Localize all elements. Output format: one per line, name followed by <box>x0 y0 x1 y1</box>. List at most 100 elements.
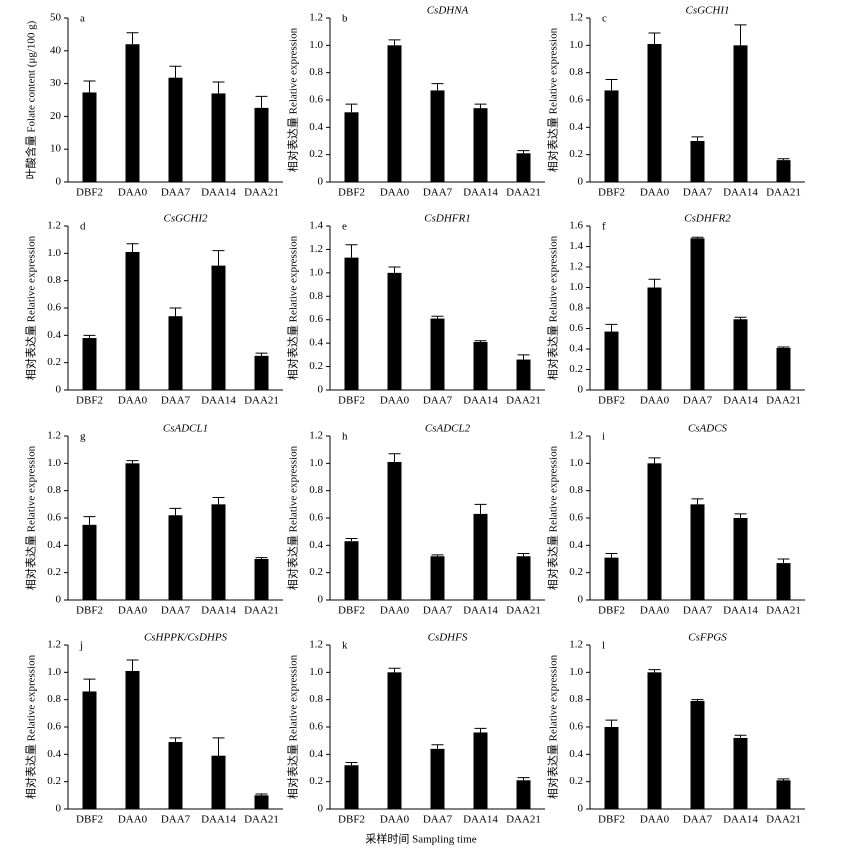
panel: 0 0.2 0.4 0.6 0.8 1.0 1.2 d CsGCHI2 相对表达量 Relativ… <box>24 213 283 407</box>
y-tick-label: 0.6 <box>47 721 61 733</box>
error-bar <box>345 103 358 113</box>
y-tick-label: 0.6 <box>309 94 323 106</box>
y-tick-label: 1.2 <box>47 639 61 651</box>
x-tick-label: DAA14 <box>463 605 498 617</box>
bar <box>125 251 140 390</box>
error-bar <box>126 32 139 45</box>
error-bar <box>777 346 790 348</box>
y-tick-label: 0.4 <box>47 748 61 760</box>
bar <box>344 541 359 600</box>
y-tick-label: 0 <box>578 176 584 188</box>
y-tick-label: 0.8 <box>569 66 583 78</box>
error-bar <box>388 39 401 46</box>
y-tick-label: 0.6 <box>569 94 583 106</box>
panel-label: g <box>80 431 86 443</box>
panel: 0 0.2 0.4 0.6 0.8 1.0 1.2 1.4 1.6 f CsDHFR2 相对表达量 R… <box>546 213 805 407</box>
y-tick-label: 0 <box>578 594 584 606</box>
x-tick-label: DAA14 <box>723 395 758 407</box>
panel-title: CsDHFR1 <box>424 213 470 225</box>
bar <box>690 238 705 390</box>
bar <box>516 359 531 390</box>
y-tick-label: 0.8 <box>309 693 323 705</box>
y-tick-label: 0.6 <box>47 302 61 314</box>
x-tick-label: DBF2 <box>598 605 625 617</box>
y-tick-label: 1.0 <box>569 39 583 51</box>
panel-label: k <box>342 640 348 652</box>
y-tick-label: 0.6 <box>47 512 61 524</box>
error-bar <box>517 777 530 781</box>
y-axis-label: 相对表达量 Relative expression <box>546 445 560 590</box>
panel: 0 0.2 0.4 0.6 0.8 1.0 1.2 k CsDHFS 相对表达量 Relative… <box>286 632 545 826</box>
x-tick-label: DAA21 <box>766 187 801 199</box>
panel: 0 0.2 0.4 0.6 0.8 1.0 1.2 g CsADCL1 相对表达量 Relativ… <box>24 423 283 617</box>
bar <box>168 77 183 182</box>
error-bar <box>255 793 268 796</box>
y-tick-label: 0.4 <box>309 539 323 551</box>
bar <box>690 504 705 600</box>
error-bar <box>734 734 747 738</box>
bar <box>82 524 97 600</box>
y-tick-label: 1.0 <box>309 266 323 278</box>
x-tick-label: DAA14 <box>201 395 236 407</box>
y-tick-label: 0.2 <box>309 775 323 787</box>
bar <box>473 732 488 809</box>
bar <box>516 153 531 182</box>
panel: 0 0.2 0.4 0.6 0.8 1.0 1.2 i CsADCS 相对表达量 Relative… <box>546 423 805 617</box>
x-tick-label: DBF2 <box>338 187 365 199</box>
error-bar <box>212 497 225 505</box>
panel-title: CsGCHI2 <box>163 213 208 225</box>
x-tick-label: DBF2 <box>76 814 103 826</box>
bar <box>516 556 531 600</box>
bar <box>430 556 445 600</box>
x-tick-label: DBF2 <box>76 395 103 407</box>
x-tick-label: DAA0 <box>118 187 148 199</box>
y-tick-label: 0 <box>56 594 62 606</box>
x-tick-label: DAA0 <box>380 814 410 826</box>
error-bar <box>431 83 444 91</box>
y-tick-label: 0.8 <box>47 274 61 286</box>
y-tick-label: 1.2 <box>309 639 323 651</box>
x-tick-label: DAA0 <box>640 605 670 617</box>
panel-label: e <box>342 221 347 233</box>
y-axis-label: 相对表达量 Relative expression <box>286 27 300 172</box>
bar <box>211 755 226 809</box>
error-bar <box>388 266 401 273</box>
x-tick-label: DAA21 <box>506 605 541 617</box>
panel: 0 0.2 0.4 0.6 0.8 1.0 1.2 l CsFPGS 相对表达量 Relative… <box>546 632 805 826</box>
x-tick-label: DAA0 <box>380 395 410 407</box>
error-bar <box>605 79 618 91</box>
bar <box>254 795 269 809</box>
panel-title: CsDHFS <box>428 632 468 644</box>
error-bar <box>691 699 704 702</box>
error-bar <box>126 659 139 671</box>
panel-title: CsDHFR2 <box>684 213 731 225</box>
y-tick-label: 0 <box>318 176 324 188</box>
error-bar <box>474 503 487 514</box>
y-axis-label: 相对表达量 Relative expression <box>286 445 300 590</box>
y-tick-label: 0.8 <box>309 66 323 78</box>
error-bar <box>777 778 790 781</box>
panel-title: CsADCS <box>688 423 728 435</box>
y-tick-label: 0.8 <box>309 484 323 496</box>
x-tick-label: DAA0 <box>640 187 670 199</box>
x-tick-label: DAA0 <box>380 605 410 617</box>
y-tick-label: 0.2 <box>309 148 323 160</box>
bar <box>168 742 183 809</box>
x-tick-label: DAA7 <box>161 814 191 826</box>
x-tick-label: DAA0 <box>118 395 148 407</box>
bar <box>647 672 662 809</box>
y-tick-label: 0.4 <box>569 748 583 760</box>
bar <box>690 701 705 809</box>
y-tick-label: 0.4 <box>309 121 323 133</box>
y-tick-label: 1.0 <box>47 666 61 678</box>
y-tick-label: 0.2 <box>309 360 323 372</box>
y-tick-label: 1.2 <box>47 430 61 442</box>
bar <box>344 257 359 390</box>
bar <box>82 338 97 390</box>
x-tick-label: DAA21 <box>244 395 279 407</box>
bar <box>776 347 791 390</box>
panel-label: j <box>79 640 83 652</box>
y-tick-label: 1.2 <box>569 261 583 273</box>
y-tick-label: 0.2 <box>569 775 583 787</box>
error-bar <box>255 95 268 108</box>
